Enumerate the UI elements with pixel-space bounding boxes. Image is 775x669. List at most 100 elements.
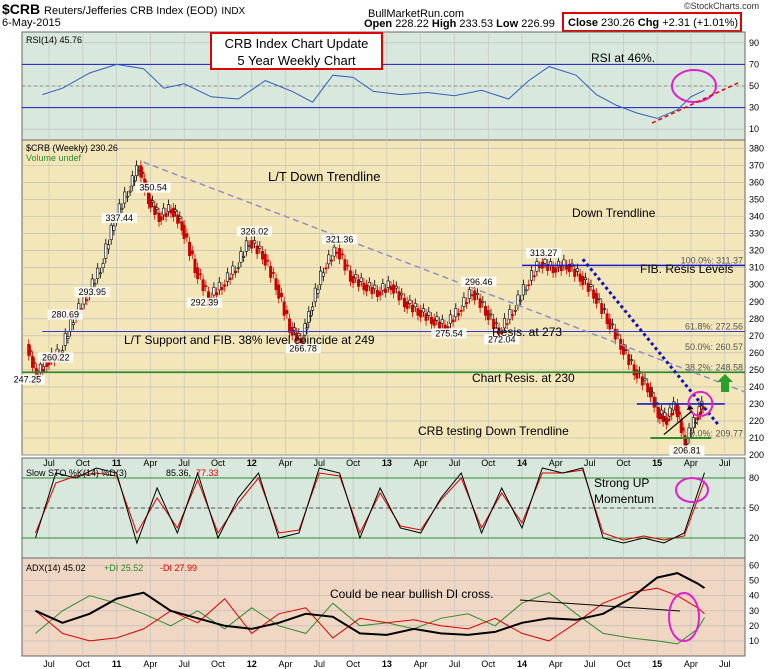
price-y-tick: 280: [749, 314, 764, 324]
candle-body: [508, 309, 512, 320]
candle-body: [166, 204, 170, 212]
candle-body: [234, 270, 238, 274]
price-x-tick: Apr: [143, 458, 157, 468]
candle-body: [519, 299, 523, 302]
candle-body: [178, 216, 182, 219]
price-y-tick: 270: [749, 331, 764, 341]
fib-label: 0.0%: 209.77: [690, 428, 743, 438]
candle-body: [567, 263, 571, 273]
price-legend-2: Volume undef: [26, 153, 82, 163]
candle-body: [279, 292, 283, 297]
candle-body: [141, 171, 145, 174]
candle-body: [319, 270, 323, 286]
candle-body: [231, 265, 235, 275]
adx-x-tick: Apr: [684, 659, 698, 669]
adx-highlight-circle: [668, 592, 700, 642]
candle-body: [551, 266, 555, 274]
candle-body: [125, 195, 129, 198]
candle-body: [457, 313, 461, 316]
candle-body: [421, 308, 425, 313]
candle-body: [475, 293, 479, 295]
note-rsi: RSI at 46%.: [591, 51, 655, 65]
price-label-bg: [484, 334, 520, 345]
candle-body: [411, 304, 415, 313]
candle-body: [516, 294, 520, 306]
open-value: 228.22: [395, 18, 429, 30]
testing-arrow-line: [663, 410, 693, 436]
price-value-label: 313.27: [530, 248, 558, 258]
adx-x-tick: Oct: [211, 659, 226, 669]
chg-value: +2.31 (+1.01%): [662, 17, 739, 29]
price-y-tick: 200: [749, 450, 764, 460]
candle-body: [602, 308, 606, 310]
price-value-label: 275.54: [435, 328, 463, 338]
candle-body: [373, 284, 377, 290]
rsi-y-tick: 10: [749, 124, 759, 134]
candle-body: [215, 292, 219, 296]
symbol: $CRB: [2, 1, 41, 17]
candle-body: [29, 350, 33, 352]
price-x-tick: Apr: [684, 458, 698, 468]
exchange: INDX: [221, 6, 246, 17]
price-label-bg: [186, 297, 223, 308]
candle-body: [228, 277, 232, 280]
candle-body: [502, 318, 506, 329]
candle-body: [132, 180, 136, 183]
price-y-tick: 350: [749, 195, 764, 205]
candle-body: [250, 240, 254, 249]
candle-body: [338, 248, 342, 260]
fib-label: 50.0%: 260.57: [685, 342, 743, 352]
price-value-label: 293.95: [79, 287, 107, 297]
candle-body: [589, 284, 593, 287]
candle-body: [32, 362, 36, 364]
candle-body: [370, 287, 374, 295]
candle-body: [529, 270, 533, 281]
price-label-bg: [461, 276, 497, 287]
candle-body: [535, 261, 539, 272]
price-value-label: 296.46: [465, 277, 493, 287]
candle-body: [672, 401, 676, 411]
price-label-bg: [285, 343, 321, 354]
low-label: Low: [496, 18, 519, 30]
candle-body: [79, 308, 83, 310]
candle-body: [31, 356, 35, 368]
candle-body: [470, 294, 474, 297]
price-y-tick: 230: [749, 399, 764, 409]
candle-body: [600, 303, 604, 314]
adx-x-tick: Apr: [143, 659, 157, 669]
sto-y-tick: 20: [749, 533, 759, 543]
candle-body: [405, 301, 409, 309]
candle-body: [85, 299, 89, 301]
candle-body: [578, 273, 582, 282]
price-legend: $CRB (Weekly) 230.26: [26, 143, 118, 153]
price-y-tick: 210: [749, 433, 764, 443]
candle-body: [557, 260, 561, 268]
price-y-tick: 370: [749, 161, 764, 171]
candle-body: [505, 323, 509, 325]
candle-body: [316, 289, 320, 294]
candle-body: [427, 311, 431, 316]
adx-y-tick: 10: [749, 636, 759, 646]
fib-label: 61.8%: 272.56: [685, 321, 743, 331]
note-momentum: Momentum: [594, 492, 654, 506]
candle-body: [384, 288, 388, 293]
price-label-bg: [236, 226, 273, 237]
adx-x-tick: Apr: [414, 659, 428, 669]
candle-body: [492, 318, 496, 329]
up-arrow-icon: [717, 374, 733, 392]
adx-x-tick: Oct: [616, 659, 631, 669]
adx-x-tick: Jul: [719, 659, 731, 669]
title-line-2: 5 Year Weekly Chart: [237, 53, 356, 68]
note-fib-resis: FIB. Resis Levels: [640, 262, 733, 276]
candle-body: [500, 332, 504, 334]
adx-y-tick: 40: [749, 591, 759, 601]
candle-body: [538, 266, 542, 268]
candle-body: [675, 403, 679, 418]
candle-body: [365, 284, 369, 292]
rsi-legend: RSI(14) 45.76: [26, 35, 82, 45]
price-x-tick: 11: [112, 458, 122, 468]
note-lt-down: L/T Down Trendline: [268, 169, 381, 184]
candle-body: [489, 313, 493, 316]
note-strong-up: Strong UP: [594, 476, 649, 490]
